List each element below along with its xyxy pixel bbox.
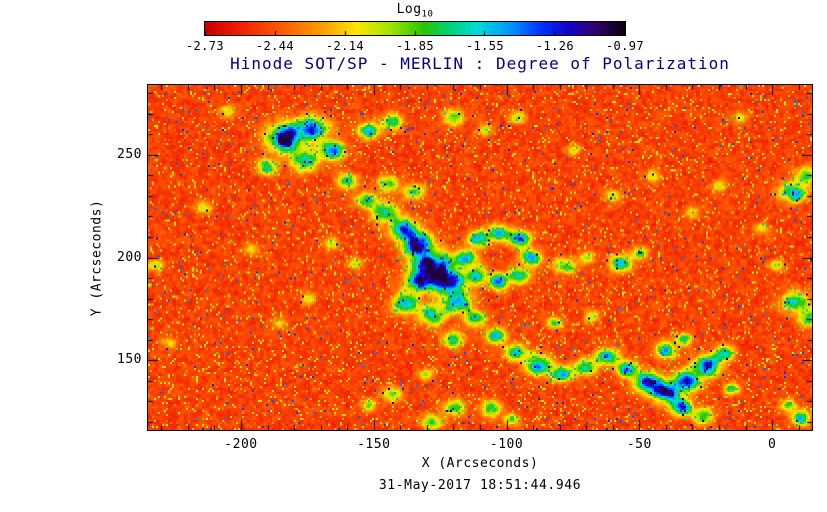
colorbar-tick-label: -1.26 [535,39,575,53]
x-axis-label: X (Arcseconds) [421,456,539,471]
colorbar-scale-subscript: 10 [421,9,434,20]
colorbar-tick-label: -0.97 [605,39,645,53]
x-tick-label: 0 [767,437,777,452]
colorbar-tick-label: -1.85 [395,39,435,53]
y-tick-label: 150 [117,352,142,368]
colorbar-scale-label: Log10 [205,2,625,20]
axis-ticks-canvas [148,85,812,430]
x-tick-label: -100 [489,437,524,452]
plot-frame [147,84,813,431]
x-tick-label: -50 [626,437,652,452]
x-tick-label: -150 [357,437,391,452]
x-tick-label: -200 [224,437,258,452]
y-tick-label: 250 [117,146,142,162]
y-axis-label: Y (Arcseconds) [89,199,105,317]
colorbar [204,21,626,36]
colorbar-tick-label: -2.44 [255,39,295,53]
y-tick-label: 200 [117,249,142,265]
colorbar-tick-label: -2.73 [185,39,225,53]
timestamp-label: 31-May-2017 18:51:44.946 [378,478,582,493]
colorbar-tick-label: -1.55 [465,39,505,53]
plot-title: Hinode SOT/SP - MERLIN : Degree of Polar… [230,54,730,73]
colorbar-gradient [205,22,625,35]
colorbar-tick-label: -2.14 [325,39,365,53]
colorbar-scale-text: Log [396,2,422,17]
